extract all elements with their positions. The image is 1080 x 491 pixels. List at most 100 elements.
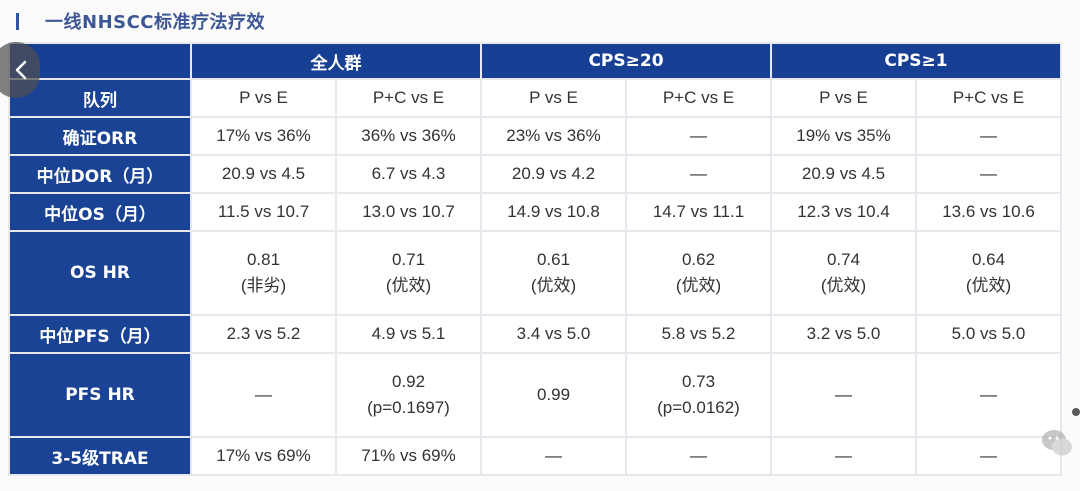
table-row: 3-5级TRAE 17% vs 69% 71% vs 69% — — — — <box>8 436 1063 476</box>
cell-value: 20.9 vs 4.5 <box>221 164 306 183</box>
cell-value: 36% vs 36% <box>361 126 456 145</box>
cell-value: 17% vs 69% <box>216 446 311 465</box>
cell-value: 23% vs 36% <box>506 126 601 145</box>
row-label: PFS HR <box>8 352 192 438</box>
cell-value: 12.3 vs 10.4 <box>797 202 890 221</box>
cell-value: 6.7 vs 4.3 <box>371 164 446 183</box>
cell-value: 3.4 vs 5.0 <box>516 324 591 343</box>
table-cell: 12.3 vs 10.4 <box>770 192 917 232</box>
cohort-cell: P+C vs E <box>625 78 772 118</box>
cohort-cell: P vs E <box>770 78 917 118</box>
table-cell: 17% vs 69% <box>190 436 337 476</box>
cohort-cell: P vs E <box>190 78 337 118</box>
row-label: 队列 <box>8 78 192 118</box>
table-cell: 3.4 vs 5.0 <box>480 314 627 354</box>
cell-value: (优效) <box>820 276 867 295</box>
cell-value: (优效) <box>530 276 577 295</box>
table-row: 中位DOR（月） 20.9 vs 4.5 6.7 vs 4.3 20.9 vs 4.2… <box>8 154 1063 194</box>
cell-value: 0.74 <box>826 250 861 269</box>
table-cell: — <box>914 352 1063 438</box>
cell-value: 0.71 <box>391 250 426 269</box>
table-cell: 0.71 (优效) <box>335 230 482 316</box>
table-cell: 17% vs 36% <box>190 116 337 156</box>
cell-value: — <box>255 385 272 404</box>
cell-value: — <box>980 126 997 145</box>
cell-value: — <box>835 446 852 465</box>
table-cell: 20.9 vs 4.5 <box>190 154 337 194</box>
table-cell: 0.61 (优效) <box>480 230 627 316</box>
row-label: 中位OS（月） <box>8 192 192 232</box>
table-cell: 11.5 vs 10.7 <box>190 192 337 232</box>
table-cell: — <box>914 116 1063 156</box>
cohort-row: 队列 P vs E P+C vs E P vs E P+C vs E P vs … <box>8 78 1063 118</box>
table-cell: — <box>770 436 917 476</box>
table-cell: 6.7 vs 4.3 <box>335 154 482 194</box>
group-header-all: 全人群 <box>190 42 482 80</box>
table-cell: 20.9 vs 4.5 <box>770 154 917 194</box>
cell-value: 0.62 <box>681 250 716 269</box>
cell-value: — <box>980 385 997 404</box>
table-cell: 0.99 <box>480 352 627 438</box>
back-button[interactable] <box>0 42 40 98</box>
table-row: PFS HR — 0.92 (p=0.1697) 0.99 0.73 (p=0.0162) —… <box>8 352 1063 438</box>
table-cell: 0.92 (p=0.1697) <box>335 352 482 438</box>
table-cell: 20.9 vs 4.2 <box>480 154 627 194</box>
row-label: 中位DOR（月） <box>8 154 192 194</box>
cell-value: — <box>690 446 707 465</box>
table-cell: 0.74 (优效) <box>770 230 917 316</box>
cell-value: — <box>690 164 707 183</box>
cell-value: — <box>690 126 707 145</box>
table-cell: — <box>625 154 772 194</box>
cell-value: (p=0.1697) <box>367 398 450 417</box>
row-label: 3-5级TRAE <box>8 436 192 476</box>
table-cell: 23% vs 36% <box>480 116 627 156</box>
cell-value: 13.6 vs 10.6 <box>942 202 1035 221</box>
cell-value: (p=0.0162) <box>657 398 740 417</box>
cell-value: 14.7 vs 11.1 <box>652 202 745 221</box>
cell-value: (优效) <box>385 276 432 295</box>
cell-value: — <box>980 446 997 465</box>
cell-value: 2.3 vs 5.2 <box>226 324 301 343</box>
table-cell: 5.8 vs 5.2 <box>625 314 772 354</box>
table-cell: — <box>190 352 337 438</box>
table-cell: 4.9 vs 5.1 <box>335 314 482 354</box>
cell-value: 0.61 <box>536 250 571 269</box>
table-cell: — <box>625 436 772 476</box>
wechat-icon <box>1042 430 1072 456</box>
table-cell: — <box>914 154 1063 194</box>
table-cell: 0.64 (优效) <box>914 230 1063 316</box>
table-cell: — <box>914 436 1063 476</box>
table-cell: — <box>625 116 772 156</box>
cell-value: — <box>980 164 997 183</box>
row-label: OS HR <box>8 230 192 316</box>
cell-value: — <box>835 385 852 404</box>
efficacy-table: 全人群 CPS≥20 CPS≥1 队列 P vs E P+C vs E P vs… <box>8 42 1063 476</box>
table-row: OS HR 0.81 (非劣) 0.71 (优效) 0.61 (优效) 0.62 (优效) 0.7… <box>8 230 1063 316</box>
table-cell: — <box>770 352 917 438</box>
cohort-cell: P+C vs E <box>335 78 482 118</box>
cell-value: (非劣) <box>240 276 287 295</box>
table-row: 中位OS（月） 11.5 vs 10.7 13.0 vs 10.7 14.9 vs 1… <box>8 192 1063 232</box>
row-label: 中位PFS（月） <box>8 314 192 354</box>
cell-value: (优效) <box>965 276 1012 295</box>
table-row: 确证ORR 17% vs 36% 36% vs 36% 23% vs 36% — 19% … <box>8 116 1063 156</box>
table-cell: 13.0 vs 10.7 <box>335 192 482 232</box>
group-header-cps20: CPS≥20 <box>480 42 772 80</box>
cell-value: 0.99 <box>536 385 571 404</box>
cell-value: — <box>545 446 562 465</box>
table-cell: 13.6 vs 10.6 <box>914 192 1063 232</box>
title-bar: 一线NHSCC标准疗法疗效 <box>16 6 265 36</box>
cell-value: 11.5 vs 10.7 <box>217 202 310 221</box>
cell-value: 17% vs 36% <box>216 126 311 145</box>
chevron-left-icon <box>15 60 27 80</box>
cell-value: 0.64 <box>971 250 1006 269</box>
table-cell: 36% vs 36% <box>335 116 482 156</box>
table-cell: 0.73 (p=0.0162) <box>625 352 772 438</box>
cell-value: 13.0 vs 10.7 <box>362 202 455 221</box>
table-cell: 71% vs 69% <box>335 436 482 476</box>
cell-value: 14.9 vs 10.8 <box>507 202 600 221</box>
table-cell: 14.7 vs 11.1 <box>625 192 772 232</box>
table-cell: 19% vs 35% <box>770 116 917 156</box>
edge-indicator <box>1072 408 1080 416</box>
